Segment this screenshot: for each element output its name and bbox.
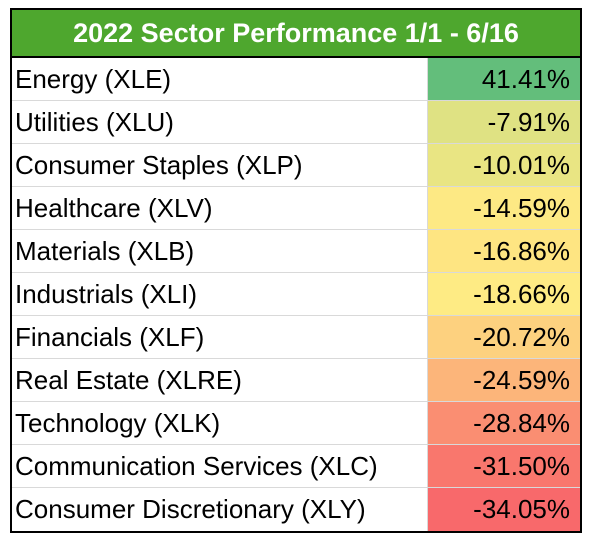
- performance-value-cell: -34.05%: [428, 488, 580, 531]
- performance-value-cell: -24.59%: [428, 359, 580, 401]
- table-row: Industrials (XLI) -18.66%: [12, 273, 580, 316]
- table-row: Materials (XLB) -16.86%: [12, 230, 580, 273]
- table-body: Energy (XLE) 41.41% Utilities (XLU) -7.91% C…: [12, 58, 580, 531]
- performance-value-cell: -28.84%: [428, 402, 580, 444]
- sector-name-cell: Real Estate (XLRE): [12, 359, 428, 401]
- sector-name-cell: Financials (XLF): [12, 316, 428, 358]
- sector-name-cell: Technology (XLK): [12, 402, 428, 444]
- table-row: Energy (XLE) 41.41%: [12, 58, 580, 101]
- table-row: Healthcare (XLV) -14.59%: [12, 187, 580, 230]
- sector-name-cell: Energy (XLE): [12, 58, 428, 100]
- sector-name-cell: Consumer Discretionary (XLY): [12, 488, 428, 531]
- performance-value-cell: -7.91%: [428, 101, 580, 143]
- performance-value-cell: -20.72%: [428, 316, 580, 358]
- sector-name-cell: Industrials (XLI): [12, 273, 428, 315]
- table-row: Communication Services (XLC) -31.50%: [12, 445, 580, 488]
- table-row: Consumer Discretionary (XLY) -34.05%: [12, 488, 580, 531]
- sector-performance-table: 2022 Sector Performance 1/1 - 6/16 Energ…: [10, 8, 582, 533]
- table-row: Consumer Staples (XLP) -10.01%: [12, 144, 580, 187]
- table-row: Real Estate (XLRE) -24.59%: [12, 359, 580, 402]
- table-row: Utilities (XLU) -7.91%: [12, 101, 580, 144]
- performance-value-cell: 41.41%: [428, 58, 580, 100]
- table-row: Technology (XLK) -28.84%: [12, 402, 580, 445]
- performance-value-cell: -18.66%: [428, 273, 580, 315]
- performance-value-cell: -14.59%: [428, 187, 580, 229]
- performance-value-cell: -31.50%: [428, 445, 580, 487]
- sector-name-cell: Utilities (XLU): [12, 101, 428, 143]
- performance-value-cell: -16.86%: [428, 230, 580, 272]
- table-title: 2022 Sector Performance 1/1 - 6/16: [12, 10, 580, 58]
- sector-name-cell: Consumer Staples (XLP): [12, 144, 428, 186]
- table-row: Financials (XLF) -20.72%: [12, 316, 580, 359]
- sector-name-cell: Materials (XLB): [12, 230, 428, 272]
- performance-value-cell: -10.01%: [428, 144, 580, 186]
- sector-name-cell: Communication Services (XLC): [12, 445, 428, 487]
- sector-name-cell: Healthcare (XLV): [12, 187, 428, 229]
